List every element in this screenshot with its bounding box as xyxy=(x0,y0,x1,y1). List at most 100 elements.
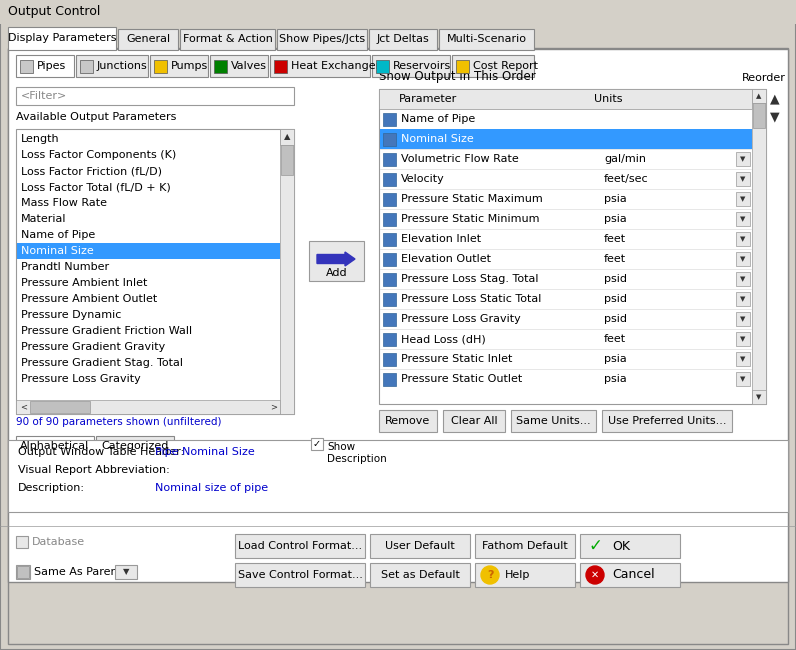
Text: Pressure Loss Gravity: Pressure Loss Gravity xyxy=(21,374,141,384)
Text: Material: Material xyxy=(21,214,67,224)
Bar xyxy=(180,29,275,50)
Text: Available Output Parameters: Available Output Parameters xyxy=(16,112,177,122)
Bar xyxy=(16,565,30,579)
Bar xyxy=(736,172,750,186)
Text: Same Units...: Same Units... xyxy=(516,416,591,426)
Bar xyxy=(20,60,33,73)
Bar xyxy=(0,0,796,24)
Text: Pressure Loss Stag. Total: Pressure Loss Stag. Total xyxy=(401,274,539,284)
Bar xyxy=(76,55,148,77)
Text: Fathom Default: Fathom Default xyxy=(482,541,568,551)
Text: Use Preferred Units...: Use Preferred Units... xyxy=(608,416,726,426)
Bar xyxy=(439,29,534,50)
Bar xyxy=(383,313,396,326)
Text: ▼: ▼ xyxy=(740,276,746,282)
Text: 90 of 90 parameters shown (unfiltered): 90 of 90 parameters shown (unfiltered) xyxy=(16,417,221,427)
Text: ▼: ▼ xyxy=(740,336,746,342)
Text: ▼: ▼ xyxy=(740,356,746,362)
Text: Database: Database xyxy=(32,537,85,547)
Text: ?: ? xyxy=(486,570,494,580)
FancyArrow shape xyxy=(317,252,355,266)
Text: General: General xyxy=(126,34,170,44)
Text: Clear All: Clear All xyxy=(451,416,498,426)
Text: Head Loss (dH): Head Loss (dH) xyxy=(401,334,486,344)
Text: Nominal Size: Nominal Size xyxy=(401,134,474,144)
Bar xyxy=(8,440,788,512)
Text: ▼: ▼ xyxy=(770,111,779,124)
Text: ✕: ✕ xyxy=(591,570,599,580)
Bar xyxy=(602,410,732,432)
Bar xyxy=(736,352,750,366)
Text: ▼: ▼ xyxy=(740,296,746,302)
Bar xyxy=(736,332,750,346)
Text: Categorized: Categorized xyxy=(101,441,169,451)
Text: Cost Report: Cost Report xyxy=(473,61,538,71)
Bar xyxy=(475,534,575,558)
Text: Output Control: Output Control xyxy=(8,5,100,18)
Bar xyxy=(383,173,396,186)
Bar xyxy=(736,252,750,266)
Bar xyxy=(214,60,227,73)
Text: psia: psia xyxy=(604,214,626,224)
Text: Add: Add xyxy=(326,268,347,278)
Text: feet: feet xyxy=(604,234,626,244)
Text: ✓: ✓ xyxy=(313,439,321,449)
Text: Multi-Scenario: Multi-Scenario xyxy=(447,34,526,44)
Text: Pressure Gradient Stag. Total: Pressure Gradient Stag. Total xyxy=(21,358,183,368)
Bar xyxy=(752,89,766,103)
Text: Junctions: Junctions xyxy=(97,61,148,71)
Text: psid: psid xyxy=(604,294,627,304)
Text: Prandtl Number: Prandtl Number xyxy=(21,262,109,272)
Bar xyxy=(80,60,93,73)
Bar xyxy=(235,563,365,587)
Bar xyxy=(379,89,752,109)
Text: Volumetric Flow Rate: Volumetric Flow Rate xyxy=(401,154,519,164)
Text: Nominal size of pipe: Nominal size of pipe xyxy=(155,483,268,493)
Text: Loss Factor Friction (fL/D): Loss Factor Friction (fL/D) xyxy=(21,166,162,176)
Text: Elevation Outlet: Elevation Outlet xyxy=(401,254,491,264)
Text: Pipes: Pipes xyxy=(37,61,66,71)
Bar xyxy=(736,152,750,166)
Text: feet: feet xyxy=(604,334,626,344)
Text: Heat Exchangers: Heat Exchangers xyxy=(291,61,386,71)
Bar xyxy=(281,145,293,175)
Bar xyxy=(736,312,750,326)
Bar xyxy=(443,410,505,432)
Circle shape xyxy=(586,566,604,584)
Text: ▲: ▲ xyxy=(283,133,291,142)
Bar xyxy=(383,373,396,386)
Bar xyxy=(274,60,287,73)
Text: feet: feet xyxy=(604,254,626,264)
Text: Pressure Dynamic: Pressure Dynamic xyxy=(21,310,121,320)
Bar xyxy=(580,534,680,558)
Text: Load Control Format...: Load Control Format... xyxy=(238,541,362,551)
Text: Remove: Remove xyxy=(385,416,431,426)
Bar xyxy=(311,438,323,450)
Bar xyxy=(115,565,137,579)
Text: Pressure Static Outlet: Pressure Static Outlet xyxy=(401,374,522,384)
Bar xyxy=(16,400,280,414)
Bar xyxy=(580,563,680,587)
Bar xyxy=(752,89,766,404)
Text: Length: Length xyxy=(21,134,60,144)
Bar xyxy=(16,536,28,548)
Bar xyxy=(383,353,396,366)
Text: Pressure Gradient Friction Wall: Pressure Gradient Friction Wall xyxy=(21,326,192,336)
Bar xyxy=(383,333,396,346)
Bar xyxy=(383,293,396,306)
Text: Reorder: Reorder xyxy=(742,73,786,83)
Bar xyxy=(383,113,396,126)
Bar xyxy=(383,133,396,146)
Text: psia: psia xyxy=(604,374,626,384)
Bar xyxy=(452,55,534,77)
Bar xyxy=(30,401,90,413)
Bar xyxy=(96,436,174,456)
Text: feet/sec: feet/sec xyxy=(604,174,649,184)
Bar xyxy=(736,232,750,246)
Bar xyxy=(16,55,74,77)
Text: ▼: ▼ xyxy=(740,176,746,182)
Bar xyxy=(736,212,750,226)
Bar xyxy=(210,55,268,77)
Text: ▼: ▼ xyxy=(756,394,762,400)
Text: Parameter: Parameter xyxy=(399,94,457,104)
